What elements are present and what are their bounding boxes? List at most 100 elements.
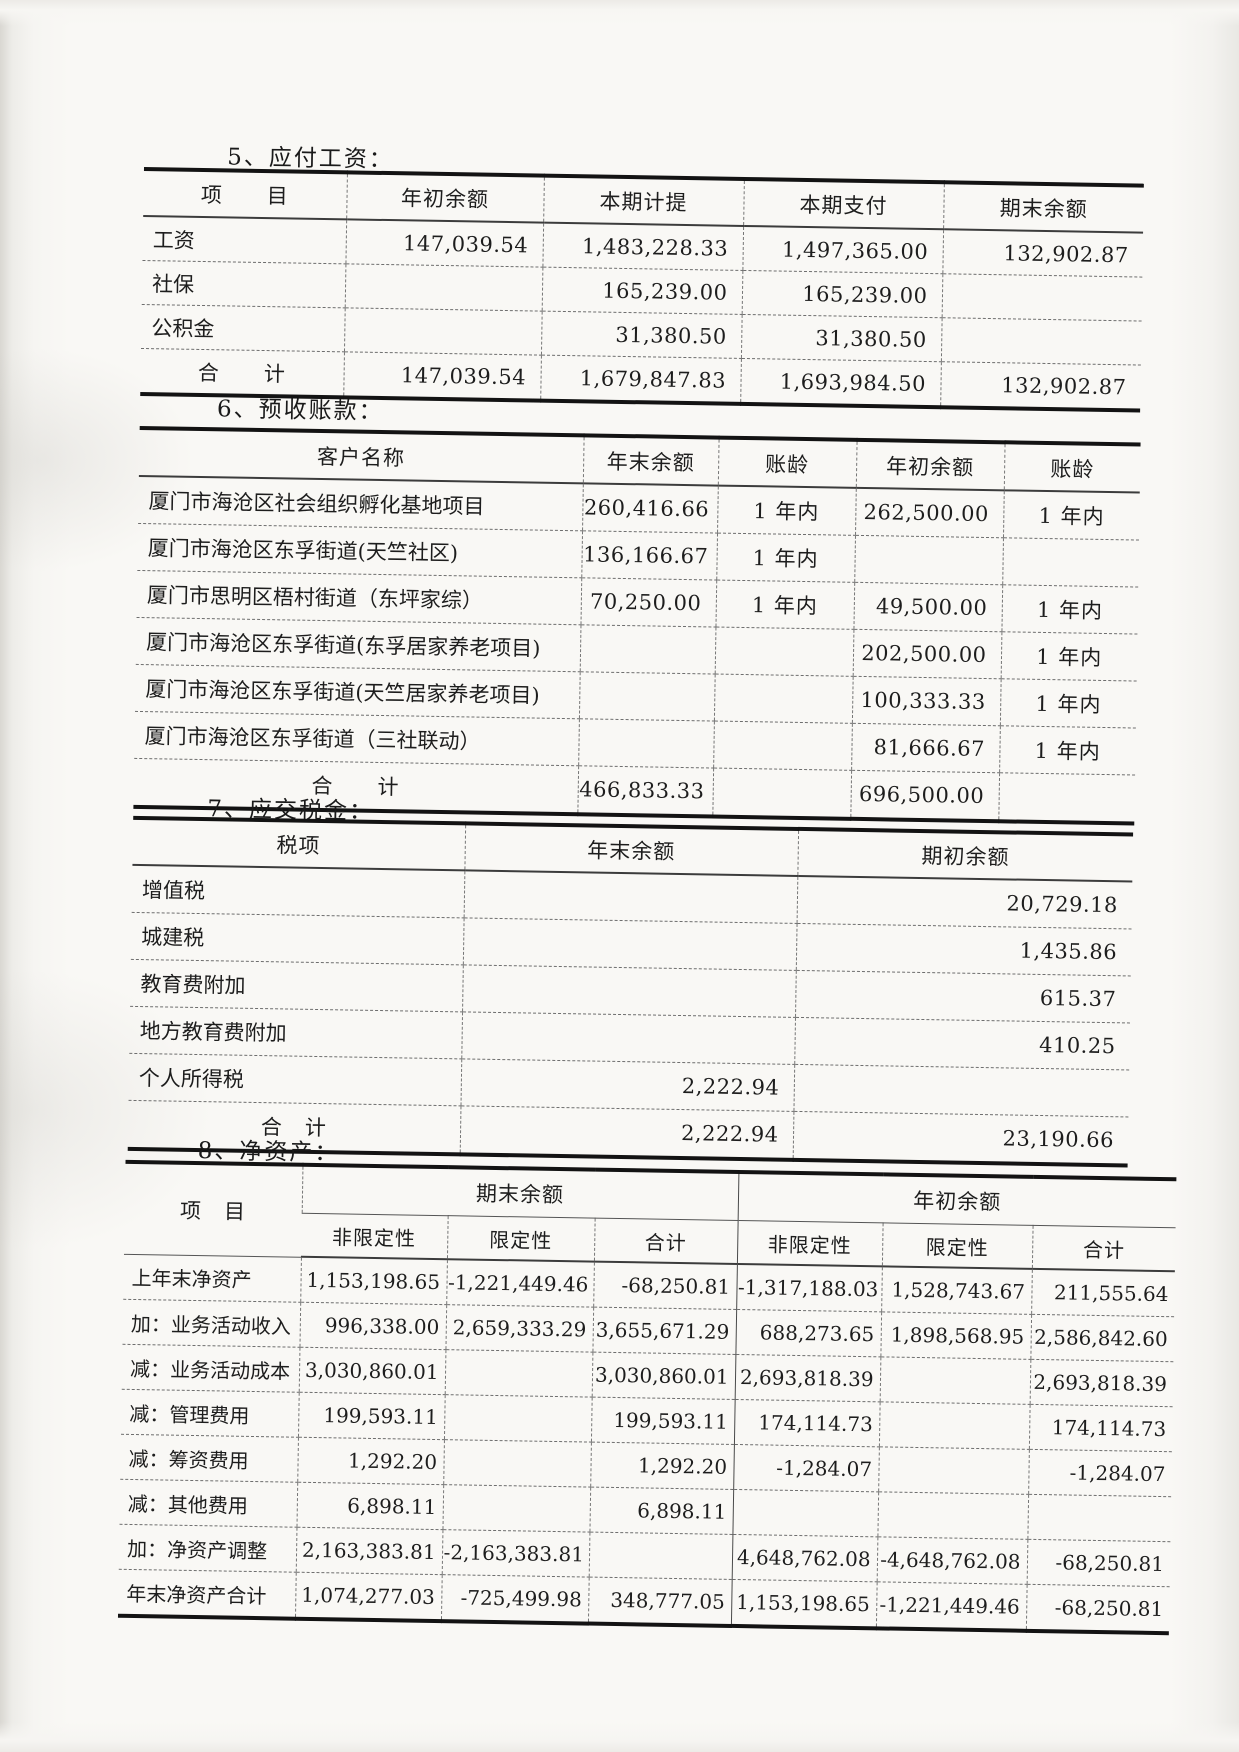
cell [941, 273, 1143, 322]
corner-header-cell: 项 目 [123, 1161, 303, 1257]
cell: 2,693,818.39 [734, 1354, 881, 1402]
cell [879, 1356, 1031, 1405]
cell: -4,648,762.08 [876, 1536, 1028, 1585]
advance-receipts-table: 客户名称 年末余额 账龄 年初余额 账龄 厦门市海沧区社会组织孵化基地项目 26… [133, 425, 1141, 826]
cell: 3,030,860.01 [591, 1352, 736, 1400]
row-label: 厦门市思明区梧村街道（东坪家综） [136, 570, 582, 625]
cell [998, 772, 1136, 824]
cell [712, 768, 852, 819]
cell: -1,221,449.46 [446, 1259, 594, 1308]
cell [854, 535, 1003, 585]
cell: 1 年内 [715, 580, 855, 630]
row-label: 厦门市海沧区社会组织孵化基地项目 [138, 475, 583, 531]
cell: 100,333.33 [851, 676, 1001, 726]
cell: 2,586,842.60 [1030, 1314, 1175, 1362]
group-header-row: 项 目 期末余额 年初余额 [123, 1161, 1177, 1257]
cell: 3,030,860.01 [298, 1347, 446, 1395]
cell: 1,693,984.50 [740, 358, 941, 408]
cell: 688,273.65 [735, 1309, 882, 1357]
header-cell: 期初余额 [797, 828, 1134, 882]
header-cell: 年初余额 [346, 172, 544, 223]
cell: 136,166.67 [581, 530, 718, 581]
cell [578, 718, 714, 769]
cell [343, 307, 542, 356]
cell: -68,250.81 [1026, 1539, 1171, 1587]
cell [444, 1349, 593, 1398]
payable-wages-table: 项 目 年初余额 本期计提 本期支付 期末余额 工资 147,039.54 1,… [140, 167, 1144, 413]
cell [462, 964, 796, 1018]
cell: 6,898.11 [296, 1482, 444, 1530]
cell: 199,593.11 [590, 1397, 735, 1445]
cell: 1,292.20 [590, 1442, 734, 1490]
cell: -2,163,383.81 [441, 1529, 590, 1578]
cell [878, 1446, 1029, 1495]
cell: 2,659,333.29 [445, 1304, 594, 1353]
row-label: 厦门市海沧区东孚街道(天竺社区) [137, 523, 583, 578]
cell: 2,163,383.81 [295, 1527, 443, 1575]
cell: 1,483,228.33 [542, 222, 744, 271]
cell: 165,239.00 [741, 270, 943, 318]
cell: 2,693,818.39 [1029, 1359, 1174, 1407]
cell: 1 年内 [717, 485, 856, 536]
cell [1027, 1494, 1172, 1542]
cell [877, 1491, 1029, 1540]
row-label: 年末净资产合计 [126, 1581, 267, 1608]
cell [578, 671, 715, 722]
cell: -68,250.81 [593, 1261, 737, 1310]
cell: 49,500.00 [853, 582, 1003, 632]
cell [442, 1484, 591, 1533]
cell: 31,380.50 [540, 311, 742, 359]
cell: 260,416.66 [582, 483, 718, 534]
cell: 466,833.33 [577, 765, 714, 817]
header-cell: 税项 [132, 817, 466, 871]
cell: -1,284.07 [1028, 1449, 1172, 1497]
cell: 147,039.54 [345, 219, 544, 268]
cell: 70,250.00 [580, 577, 717, 628]
cell: 23,190.66 [792, 1111, 1129, 1166]
cell [461, 1011, 796, 1065]
cell: 31,380.50 [740, 314, 942, 362]
row-label: 减：筹资费用 [120, 1434, 298, 1483]
cell [714, 627, 854, 677]
cell [443, 1394, 592, 1443]
cell [463, 870, 798, 924]
cell [878, 1401, 1030, 1450]
cell [713, 721, 852, 771]
row-label: 个人所得税 [128, 1053, 462, 1106]
row-label: 地方教育费附加 [129, 1006, 463, 1059]
cell: 199,593.11 [297, 1392, 445, 1440]
cell: -725,499.98 [440, 1574, 589, 1624]
row-label: 上年末净资产 [123, 1253, 301, 1303]
row-label: 工资 [142, 215, 347, 264]
net-assets-table: 项 目 期末余额 年初余额 非限定性 限定性 合计 非限定性 限定性 合计 上年… [117, 1159, 1177, 1636]
cell: -1,284.07 [733, 1444, 879, 1492]
header-cell: 非限定性 [300, 1213, 448, 1260]
cell: 1,435.86 [795, 923, 1132, 976]
cell: 174,114.73 [733, 1399, 880, 1447]
row-label: 减：管理费用 [121, 1389, 299, 1438]
header-cell: 限定性 [881, 1222, 1033, 1269]
cell: 996,338.00 [299, 1302, 447, 1350]
taxes-payable-table: 税项 年末余额 期初余额 增值税 20,729.18 城建税 1,435.86 … [127, 815, 1134, 1168]
cell [940, 317, 1142, 366]
group-header-cell: 年初余额 [737, 1171, 1177, 1228]
header-cell: 年末余额 [464, 823, 799, 876]
header-cell: 年初余额 [855, 439, 1005, 491]
header-cell: 非限定性 [736, 1220, 883, 1267]
row-label: 公积金 [141, 304, 345, 352]
cell: 2,222.94 [459, 1105, 794, 1160]
cell: 1 年内 [1000, 631, 1138, 682]
cell: 1 年内 [999, 725, 1136, 776]
header-cell: 客户名称 [138, 427, 584, 484]
row-label: 厦门市海沧区东孚街道(天竺居家养老项目) [134, 664, 580, 719]
cell: 132,902.87 [940, 361, 1141, 411]
cell: 132,902.87 [942, 229, 1144, 278]
cell: 1 年内 [1001, 584, 1139, 635]
header-cell: 限定性 [446, 1215, 595, 1262]
cell: 1,497,365.00 [742, 225, 944, 274]
cell: 262,500.00 [855, 487, 1004, 538]
cell: -1,221,449.46 [875, 1581, 1027, 1631]
group-header-cell: 期末余额 [301, 1164, 739, 1221]
